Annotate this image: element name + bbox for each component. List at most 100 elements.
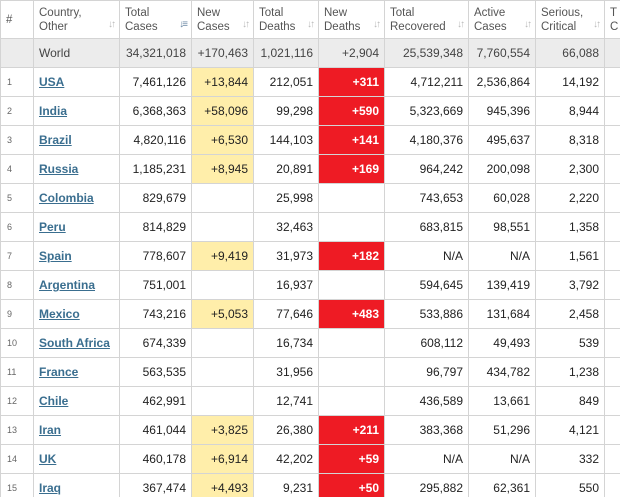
- active-cases-cell: 62,361: [468, 473, 536, 497]
- total-cases-cell: 461,044: [119, 415, 192, 445]
- sort-arrows-icon[interactable]: ↓↑: [108, 19, 116, 30]
- extra-cell: [604, 473, 620, 497]
- sort-arrows-icon[interactable]: ↓↑: [307, 19, 315, 30]
- country-link[interactable]: Spain: [39, 249, 72, 263]
- total-cases-cell: 367,474: [119, 473, 192, 497]
- active-cases-cell: 49,493: [468, 328, 536, 358]
- header-country[interactable]: Country, Other ↓↑: [33, 0, 120, 39]
- total-recovered-cell: 4,180,376: [384, 125, 469, 155]
- total-cases-cell: 7,461,126: [119, 67, 192, 97]
- country-link[interactable]: Chile: [39, 394, 69, 408]
- serious-critical-cell: 550: [535, 473, 605, 497]
- country-cell: Brazil: [33, 125, 120, 155]
- sort-arrows-icon[interactable]: ↓↑: [457, 19, 465, 30]
- extra-cell: [604, 415, 620, 445]
- header-new-deaths[interactable]: New Deaths ↓↑: [318, 0, 385, 39]
- country-link[interactable]: Peru: [39, 220, 66, 234]
- country-cell: Chile: [33, 386, 120, 416]
- extra-cell: [604, 444, 620, 474]
- sort-desc-icon[interactable]: ↓≡: [179, 19, 188, 30]
- table-row: 5 Colombia 829,679 25,998 743,653 60,028 2,220: [0, 183, 620, 213]
- sort-arrows-icon[interactable]: ↓↑: [242, 19, 250, 30]
- country-link[interactable]: France: [39, 365, 79, 379]
- country-link[interactable]: Russia: [39, 162, 79, 176]
- row-number: 15: [0, 473, 34, 497]
- world-total-recovered: 25,539,348: [384, 38, 469, 68]
- serious-critical-cell: 2,458: [535, 299, 605, 329]
- total-deaths-cell: 31,956: [253, 357, 319, 387]
- active-cases-cell: 2,536,864: [468, 67, 536, 97]
- total-recovered-cell: 436,589: [384, 386, 469, 416]
- total-recovered-cell: 295,882: [384, 473, 469, 497]
- new-deaths-cell: [318, 386, 385, 416]
- country-link[interactable]: Brazil: [39, 133, 72, 147]
- extra-cell: [604, 183, 620, 213]
- serious-critical-cell: 1,561: [535, 241, 605, 271]
- active-cases-cell: 945,396: [468, 96, 536, 126]
- header-num[interactable]: #: [0, 0, 34, 39]
- row-number: 12: [0, 386, 34, 416]
- total-deaths-cell: 144,103: [253, 125, 319, 155]
- extra-cell: [604, 212, 620, 242]
- country-cell: Russia: [33, 154, 120, 184]
- country-link[interactable]: USA: [39, 75, 65, 89]
- row-number: 2: [0, 96, 34, 126]
- country-cell: India: [33, 96, 120, 126]
- total-recovered-cell: 383,368: [384, 415, 469, 445]
- header-total-deaths[interactable]: Total Deaths ↓↑: [253, 0, 319, 39]
- country-link[interactable]: UK: [39, 452, 57, 466]
- world-active-cases: 7,760,554: [468, 38, 536, 68]
- total-cases-cell: 743,216: [119, 299, 192, 329]
- header-active-cases[interactable]: Active Cases ↓↑: [468, 0, 536, 39]
- row-number: 8: [0, 270, 34, 300]
- table-row: 8 Argentina 751,001 16,937 594,645 139,419 3,7…: [0, 270, 620, 300]
- country-link[interactable]: Mexico: [39, 307, 80, 321]
- active-cases-cell: 51,296: [468, 415, 536, 445]
- new-deaths-cell: [318, 270, 385, 300]
- country-link[interactable]: Iran: [39, 423, 62, 437]
- total-deaths-cell: 16,937: [253, 270, 319, 300]
- country-link[interactable]: Iraq: [39, 481, 62, 495]
- new-deaths-cell: +311: [318, 67, 385, 97]
- header-total-recovered[interactable]: Total Recovered ↓↑: [384, 0, 469, 39]
- header-total-cases[interactable]: Total Cases ↓≡: [119, 0, 192, 39]
- new-deaths-cell: +211: [318, 415, 385, 445]
- country-link[interactable]: India: [39, 104, 68, 118]
- total-cases-cell: 4,820,116: [119, 125, 192, 155]
- country-link[interactable]: Argentina: [39, 278, 96, 292]
- country-cell: France: [33, 357, 120, 387]
- serious-critical-cell: 14,192: [535, 67, 605, 97]
- new-cases-cell: [191, 386, 254, 416]
- world-label: World: [33, 38, 120, 68]
- new-cases-cell: [191, 357, 254, 387]
- header-new-cases[interactable]: New Cases ↓↑: [191, 0, 254, 39]
- total-recovered-cell: 533,886: [384, 299, 469, 329]
- table-row: 4 Russia 1,185,231 +8,945 20,891 +169 964,242 2…: [0, 154, 620, 184]
- extra-cell: [604, 96, 620, 126]
- header-serious-critical[interactable]: Serious, Critical ↓↑: [535, 0, 605, 39]
- total-deaths-cell: 9,231: [253, 473, 319, 497]
- sort-arrows-icon[interactable]: ↓↑: [524, 19, 532, 30]
- total-recovered-cell: 4,712,211: [384, 67, 469, 97]
- country-link[interactable]: South Africa: [39, 336, 110, 350]
- total-recovered-cell: 743,653: [384, 183, 469, 213]
- total-deaths-cell: 32,463: [253, 212, 319, 242]
- row-number: 14: [0, 444, 34, 474]
- new-deaths-cell: [318, 328, 385, 358]
- extra-cell: [604, 386, 620, 416]
- extra-cell: [604, 299, 620, 329]
- total-cases-cell: 829,679: [119, 183, 192, 213]
- total-recovered-cell: 683,815: [384, 212, 469, 242]
- sort-arrows-icon[interactable]: ↓↑: [593, 19, 601, 30]
- world-new-deaths: +2,904: [318, 38, 385, 68]
- active-cases-cell: N/A: [468, 241, 536, 271]
- new-deaths-cell: +50: [318, 473, 385, 497]
- country-cell: Iran: [33, 415, 120, 445]
- extra-cell: [604, 270, 620, 300]
- total-cases-cell: 462,991: [119, 386, 192, 416]
- country-link[interactable]: Colombia: [39, 191, 94, 205]
- sort-arrows-icon[interactable]: ↓↑: [373, 19, 381, 30]
- country-cell: USA: [33, 67, 120, 97]
- total-recovered-cell: 96,797: [384, 357, 469, 387]
